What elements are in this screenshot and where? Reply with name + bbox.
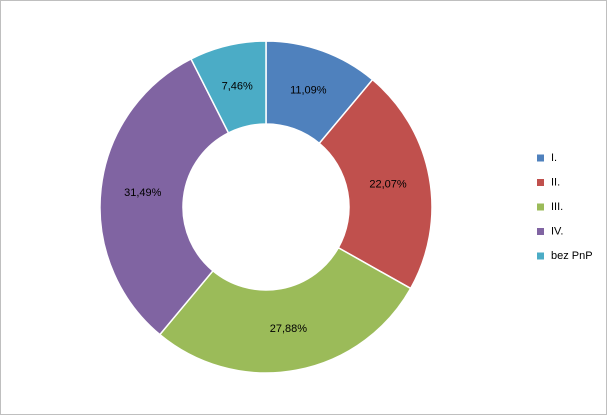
data-label: 27,88% [270, 323, 308, 335]
legend-swatch [537, 252, 544, 260]
data-label: 11,09% [290, 84, 327, 96]
legend-swatch [537, 154, 544, 162]
legend-label: IV. [551, 225, 563, 237]
donut-slice [189, 40, 267, 134]
data-label: 31,49% [124, 187, 162, 199]
donut-slice [158, 246, 412, 374]
legend-label: II. [551, 176, 560, 188]
donut-slice [318, 78, 433, 290]
legend-label: I. [551, 152, 557, 164]
data-label: 22,07% [369, 179, 407, 191]
legend-swatch [537, 203, 544, 211]
data-label: 7,46% [222, 80, 253, 92]
legend-label: bez PnP [551, 250, 593, 262]
legend-label: III. [551, 201, 563, 213]
legend-swatch [537, 179, 544, 186]
donut-slice [99, 57, 230, 336]
legend-swatch [537, 228, 544, 235]
